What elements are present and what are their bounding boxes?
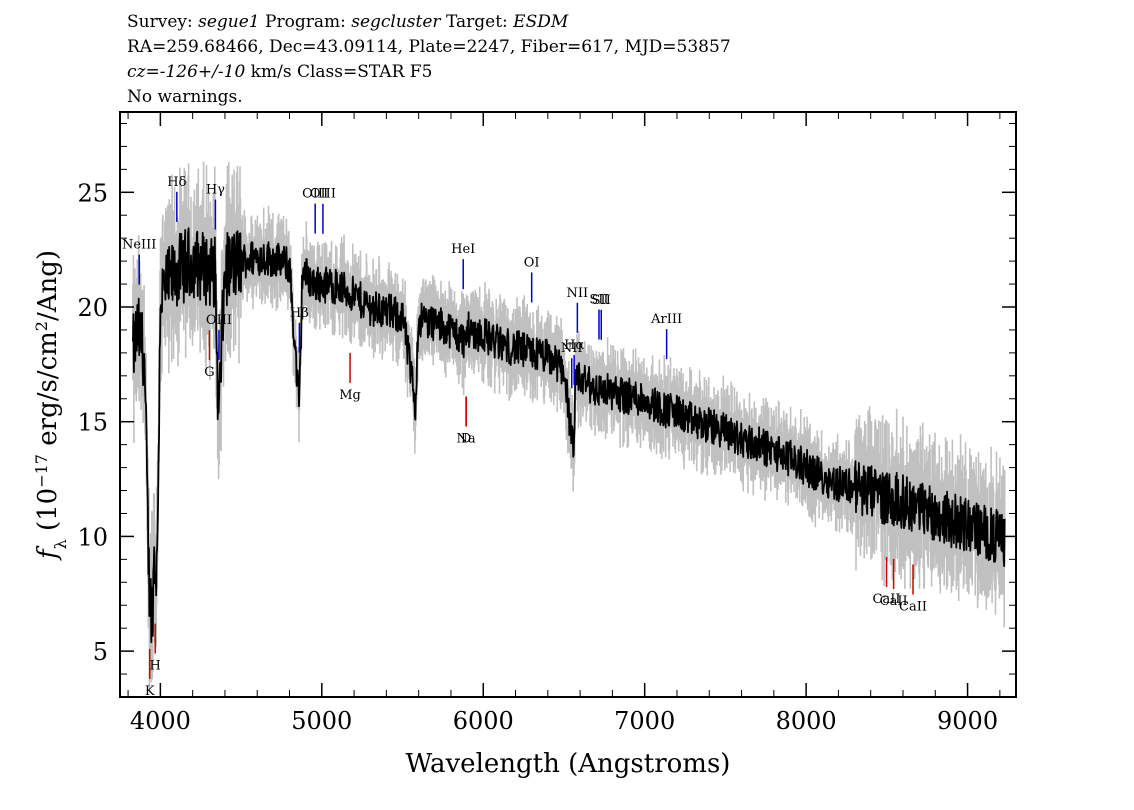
y-tick-label-1: 10 bbox=[77, 523, 108, 551]
line-label-15: K bbox=[145, 684, 155, 699]
line-label-5: OIII bbox=[302, 187, 328, 202]
line-label-18: Mg bbox=[339, 388, 361, 403]
y-axis-title-part: erg/s/cm bbox=[33, 331, 63, 454]
header-line-4: No warnings. bbox=[127, 87, 243, 107]
header-line-1: Survey: segue1 Program: segcluster Targe… bbox=[127, 12, 568, 32]
line-label-16: H bbox=[150, 659, 161, 674]
line-label-22: CaII bbox=[880, 594, 908, 609]
line-label-3: OIII bbox=[206, 313, 232, 328]
line-label-21: CaII bbox=[873, 592, 901, 607]
x-axis-title: Wavelength (Angstroms) bbox=[406, 749, 731, 779]
y-tick-label-4: 25 bbox=[77, 179, 108, 207]
y-tick-label-0: 5 bbox=[93, 638, 108, 666]
line-label-17: G bbox=[204, 365, 214, 380]
target-name: ESDM bbox=[513, 12, 569, 32]
y-axis-title-part: −17 bbox=[32, 454, 51, 488]
line-label-20: D bbox=[461, 431, 471, 446]
axis-ticks: 4000 5000 6000 7000 8000 9000 5 10 15 20 25 bbox=[77, 112, 1016, 735]
x-tick-label-0: 4000 bbox=[130, 707, 191, 735]
line-label-14: ArIII bbox=[650, 312, 682, 327]
line-label-4: Hβ bbox=[290, 306, 309, 321]
cz-rest: km/s Class=STAR F5 bbox=[245, 62, 433, 82]
survey-label: Survey: bbox=[127, 12, 193, 32]
x-tick-label-3: 7000 bbox=[614, 707, 675, 735]
header-line-2: RA=259.68466, Dec=43.09114, Plate=2247, … bbox=[127, 37, 731, 57]
plot-frame bbox=[119, 111, 1017, 698]
y-axis-title-part: /Ang) bbox=[33, 250, 63, 321]
line-label-2: Hγ bbox=[206, 183, 225, 198]
program-label: Program: bbox=[265, 12, 346, 32]
y-axis-title-part: 2 bbox=[32, 321, 51, 331]
line-label-13: SII bbox=[592, 293, 611, 308]
line-label-8: OI bbox=[524, 255, 540, 270]
line-label-11: NII bbox=[567, 286, 589, 301]
header-line-3: cz=-126+/-10 km/s Class=STAR F5 bbox=[127, 62, 432, 82]
line-label-0: NeIII bbox=[122, 238, 156, 253]
line-label-12: SII bbox=[589, 293, 608, 308]
y-axis-title-part: (10 bbox=[33, 488, 63, 540]
survey-name: segue1 bbox=[198, 12, 260, 32]
flux-series bbox=[132, 227, 1006, 644]
y-tick-label-2: 15 bbox=[77, 409, 108, 437]
line-label-9: NII bbox=[561, 341, 583, 356]
y-tick-label-3: 20 bbox=[77, 294, 108, 322]
line-label-10: Hα bbox=[564, 338, 584, 353]
program-name: segcluster bbox=[351, 12, 441, 32]
cz-value: -126+/-10 bbox=[159, 62, 246, 82]
line-label-6: OIII bbox=[310, 187, 336, 202]
line-label-23: CaII bbox=[899, 599, 927, 614]
y-axis-title: fλ (10−17 erg/s/cm2/Ang) bbox=[32, 250, 70, 561]
x-tick-label-4: 8000 bbox=[776, 707, 837, 735]
y-axis-title-part: λ bbox=[51, 539, 70, 549]
x-tick-label-2: 6000 bbox=[453, 707, 514, 735]
line-label-19: Na bbox=[457, 431, 476, 446]
x-tick-label-5: 9000 bbox=[937, 707, 998, 735]
line-label-1: Hδ bbox=[167, 175, 186, 190]
flux-line bbox=[132, 227, 1006, 644]
target-label: Target: bbox=[445, 12, 508, 32]
cz-label: cz= bbox=[127, 62, 160, 82]
x-tick-label-1: 5000 bbox=[291, 707, 352, 735]
line-label-7: HeI bbox=[451, 242, 475, 257]
